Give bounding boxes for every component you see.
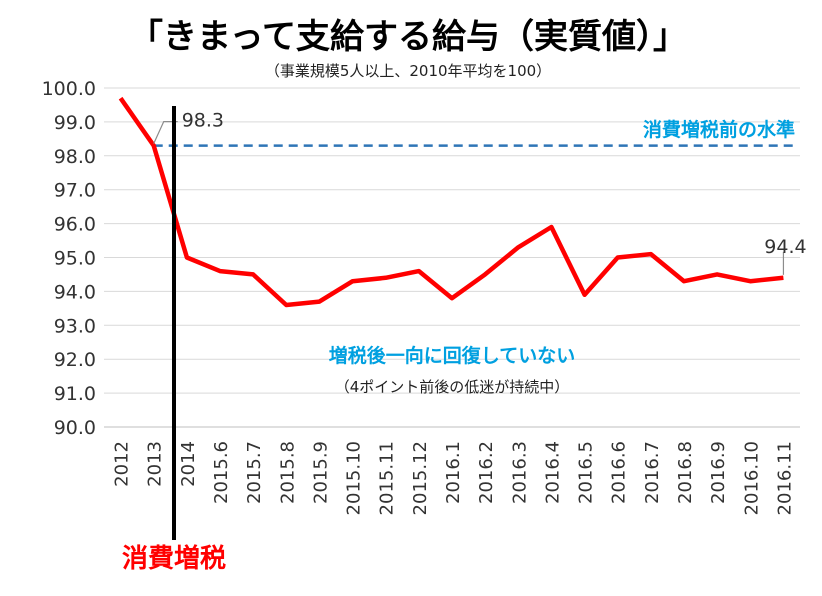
- y-tick-label: 95.0: [54, 248, 96, 270]
- tax-hike-label: 消費増税: [122, 544, 226, 574]
- y-tick-label: 98.0: [54, 146, 96, 168]
- x-tick-label: 2016.10: [741, 441, 762, 515]
- y-tick-label: 91.0: [54, 383, 96, 405]
- x-axis-ticks: 2012 2013 2014 2015.6 2015.7 2015.8 2015.9 2015…: [112, 441, 796, 515]
- x-tick-label: 2016.5: [576, 441, 597, 504]
- x-tick-label: 2015.6: [211, 441, 232, 504]
- chart-title: 「きまって支給する給与（実質値）」: [129, 17, 687, 57]
- y-tick-label: 94.0: [54, 281, 96, 303]
- y-tick-label: 99.0: [54, 112, 96, 134]
- x-tick-label: 2015.7: [244, 441, 265, 504]
- y-tick-label: 97.0: [54, 180, 96, 202]
- data-label: 98.3: [182, 110, 224, 132]
- annotation-sub: （4ポイント前後の低迷が持続中）: [335, 378, 570, 396]
- x-tick-label: 2016.1: [443, 441, 464, 504]
- y-tick-label: 93.0: [54, 315, 96, 337]
- y-tick-label: 96.0: [54, 214, 96, 236]
- y-axis-ticks: 90.0 91.0 92.0 93.0 94.0 95.0 96.0 97.0 98.0 99.0…: [42, 78, 96, 439]
- x-tick-label: 2016.2: [476, 441, 497, 504]
- x-tick-label: 2016.6: [609, 441, 630, 504]
- chart-subtitle: （事業規模5人以上、2010年平均を100）: [265, 62, 551, 80]
- x-tick-label: 2016.11: [774, 441, 795, 515]
- y-tick-label: 100.0: [42, 78, 96, 100]
- data-label: 94.4: [764, 236, 806, 258]
- x-tick-label: 2016.3: [509, 441, 530, 504]
- y-tick-label: 92.0: [54, 349, 96, 371]
- x-tick-label: 2016.7: [642, 441, 663, 504]
- x-tick-label: 2015.10: [344, 441, 365, 515]
- x-tick-label: 2015.12: [410, 441, 431, 515]
- gridlines: [104, 87, 800, 428]
- y-tick-label: 90.0: [54, 417, 96, 439]
- x-tick-label: 2014: [178, 441, 199, 487]
- annotation-main: 増税後一向に回復していない: [329, 344, 575, 367]
- x-tick-label: 2013: [145, 441, 166, 487]
- x-tick-label: 2015.9: [310, 441, 331, 504]
- x-tick-label: 2016.9: [708, 441, 729, 504]
- series-line: [118, 96, 784, 308]
- x-tick-label: 2015.11: [377, 441, 398, 515]
- x-tick-label: 2012: [112, 441, 133, 487]
- x-tick-label: 2016.4: [542, 441, 563, 504]
- x-tick-label: 2015.8: [277, 441, 298, 504]
- x-tick-label: 2016.8: [675, 441, 696, 504]
- reference-line-label: 消費増税前の水準: [643, 118, 795, 141]
